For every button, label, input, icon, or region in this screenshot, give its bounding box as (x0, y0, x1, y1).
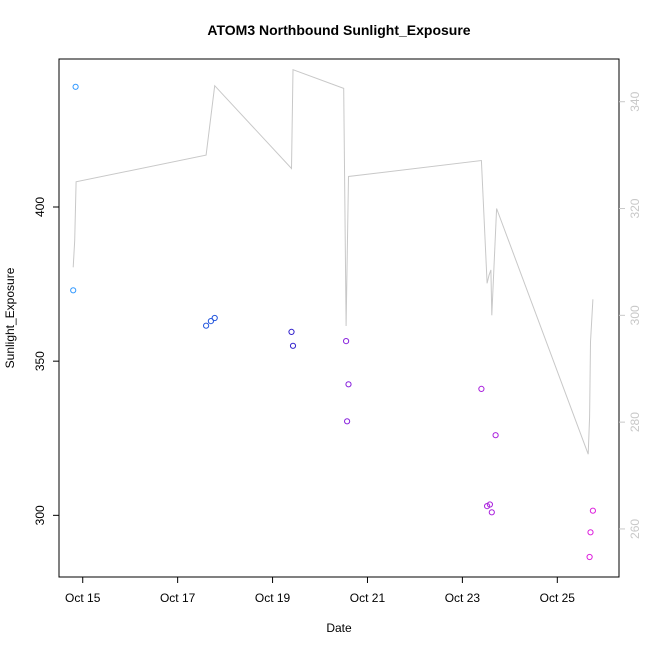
data-point (288, 328, 295, 335)
x-tick-label: Oct 19 (255, 591, 291, 605)
y-tick-label: 400 (33, 197, 47, 217)
data-point (492, 432, 499, 439)
data-point (207, 318, 214, 325)
secondary-series-line-group (72, 68, 594, 455)
x-tick-label: Oct 25 (540, 591, 576, 605)
data-point (70, 287, 77, 294)
data-point (586, 553, 593, 561)
data-point (488, 509, 495, 516)
y-axis-left: 300 350 400 (33, 197, 59, 525)
y-tick-label: 300 (33, 505, 47, 525)
y-tick-label: 350 (33, 351, 47, 371)
y2-tick-label: 340 (628, 91, 642, 111)
data-point (72, 83, 79, 90)
x-tick-label: Oct 17 (160, 591, 196, 605)
data-point (203, 322, 210, 329)
data-point (344, 418, 351, 425)
x-tick-label: Oct 23 (445, 591, 481, 605)
data-point (478, 385, 485, 392)
secondary-series-line (72, 68, 594, 455)
data-point (289, 342, 297, 349)
data-point (589, 507, 597, 514)
x-tick-label: Oct 15 (65, 591, 101, 605)
x-axis-label: Date (326, 621, 352, 635)
data-point (345, 381, 352, 388)
data-point (587, 529, 594, 536)
x-axis: Oct 15 Oct 17 Oct 19 Oct 21 Oct 23 Oct 25 (65, 577, 575, 605)
chart-title: ATOM3 Northbound Sunlight_Exposure (207, 22, 470, 38)
data-point (486, 501, 493, 508)
data-points-group (70, 83, 597, 561)
y2-tick-label: 260 (628, 519, 642, 539)
x-tick-label: Oct 21 (350, 591, 386, 605)
y2-tick-label: 300 (628, 305, 642, 325)
y-axis-label: Sunlight_Exposure (3, 267, 17, 368)
y2-tick-label: 320 (628, 198, 642, 218)
data-point (211, 314, 218, 322)
data-point (343, 338, 350, 345)
y-axis-right: 260 280 300 320 340 (619, 91, 642, 539)
plot-frame (58, 58, 620, 578)
y2-tick-label: 280 (628, 412, 642, 432)
